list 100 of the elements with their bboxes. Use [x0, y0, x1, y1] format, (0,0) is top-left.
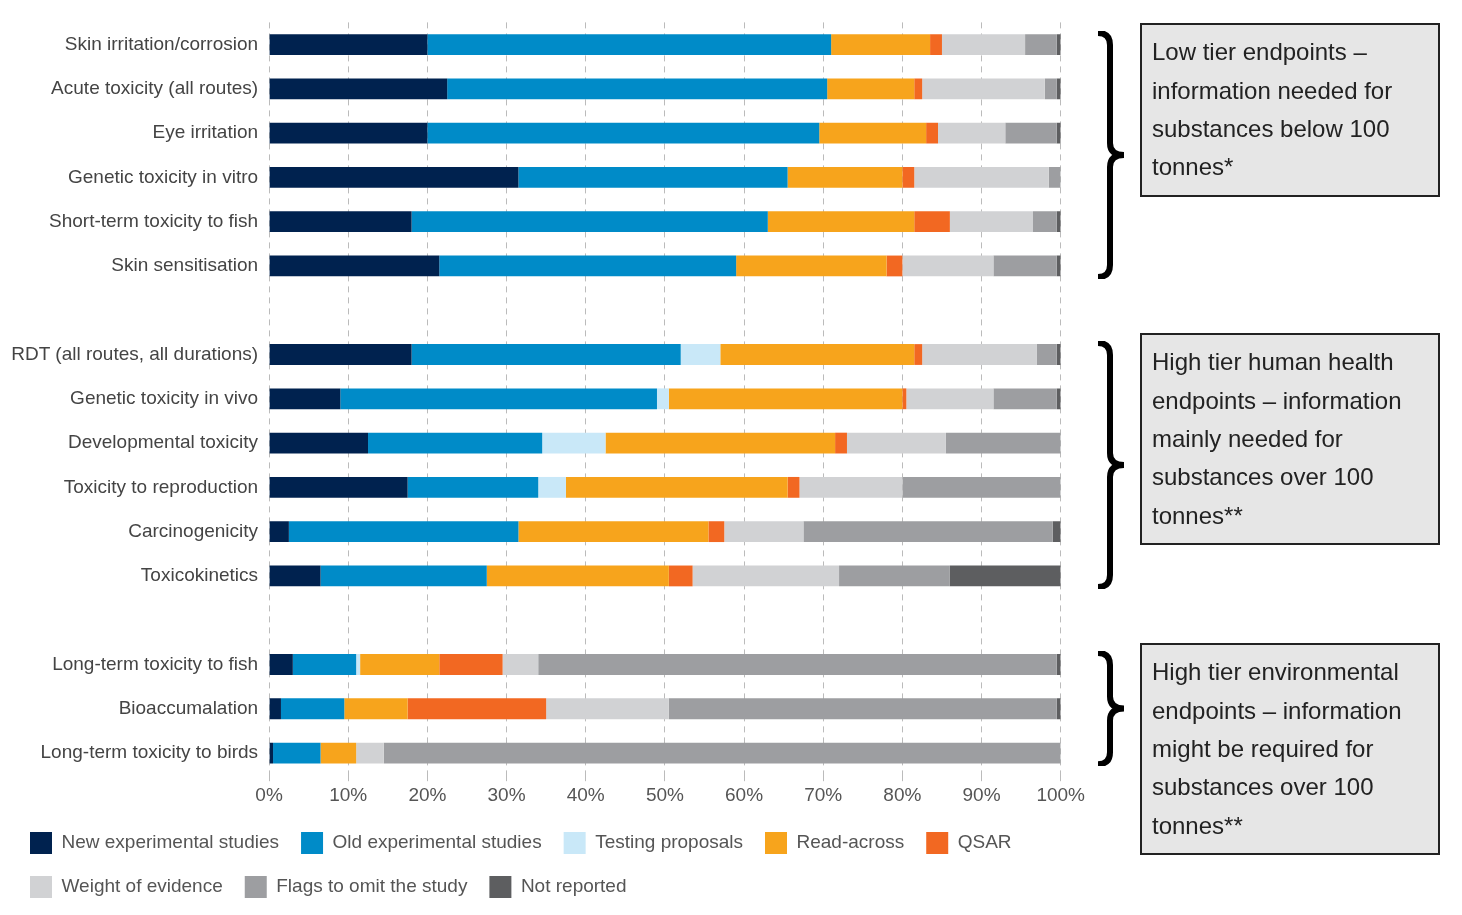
x-tick-label: 80% [883, 783, 922, 805]
bar [280, 698, 345, 720]
bar [439, 255, 737, 277]
bar [518, 521, 709, 543]
bar [269, 78, 448, 100]
bar [356, 654, 361, 675]
bar [941, 34, 1026, 55]
y-tick-label: Carcinogenicity [128, 519, 259, 541]
bar [767, 211, 915, 233]
y-tick-label: Skin irritation/corrosion [64, 32, 259, 54]
bar [708, 521, 725, 543]
bar [542, 432, 606, 454]
bar [787, 166, 903, 188]
bar [1005, 122, 1057, 144]
bar [546, 698, 669, 720]
bar [827, 78, 915, 100]
bar [668, 698, 1057, 720]
bar [938, 122, 1006, 144]
legend-label: New experimental studies [61, 831, 280, 853]
bar [736, 255, 887, 277]
bar [320, 742, 357, 764]
bar [914, 78, 923, 100]
bar [407, 476, 539, 498]
legend-label: Old experimental studies [332, 831, 542, 853]
bar [502, 654, 539, 675]
bar [605, 432, 836, 454]
bar [1036, 344, 1057, 365]
bar [439, 654, 503, 675]
bar [565, 476, 788, 498]
bar [269, 654, 293, 675]
bar [945, 432, 1061, 454]
bar [949, 565, 1061, 587]
x-tick-label: 60% [725, 783, 764, 805]
bar [269, 255, 440, 277]
bar [724, 521, 804, 543]
y-tick-label: Skin sensitisation [111, 254, 259, 276]
bar [922, 78, 1045, 100]
bar [902, 166, 915, 188]
bar [407, 698, 547, 720]
bar [518, 166, 788, 188]
x-tick-label: 30% [487, 783, 526, 805]
bar [993, 255, 1057, 277]
x-tick-label: 90% [962, 783, 1001, 805]
bar [427, 34, 832, 55]
bar [902, 255, 994, 277]
bar [1033, 211, 1057, 233]
bar [914, 211, 950, 233]
x-tick-label: 0% [255, 783, 283, 805]
bar [799, 476, 903, 498]
bar [914, 344, 923, 365]
bar [320, 565, 487, 587]
bar [269, 34, 428, 55]
x-tick-label: 70% [804, 783, 843, 805]
bar [356, 742, 384, 764]
bar [538, 476, 566, 498]
bar [288, 521, 519, 543]
y-tick-label: Toxicokinetics [140, 564, 259, 586]
y-tick-label: Long-term toxicity to birds [40, 741, 259, 763]
bar [668, 388, 903, 410]
x-tick-label: 20% [408, 783, 447, 805]
bar [993, 388, 1057, 410]
bar [269, 122, 428, 144]
legend-label: Weight of evidence [61, 875, 223, 897]
y-tick-label: Bioaccumalation [118, 697, 259, 719]
bar [819, 122, 927, 144]
y-tick-label: Developmental toxicity [67, 431, 259, 453]
bar [1044, 78, 1057, 100]
bar [360, 654, 440, 675]
bar [787, 476, 800, 498]
text: High tier environmental endpoints – information might be required for substances over 100 tonnes** [1140, 643, 1440, 856]
bar [839, 565, 950, 587]
bar [846, 432, 946, 454]
bar [656, 388, 669, 410]
y-tick-label: Eye irritation [152, 121, 259, 143]
bar [949, 211, 1033, 233]
bar [269, 698, 281, 720]
text: Low tier endpoints – information needed for substances below 100 tonnes* [1140, 23, 1440, 197]
bar [344, 698, 408, 720]
bar [1025, 34, 1057, 55]
bar [292, 654, 357, 675]
bar [269, 211, 412, 233]
x-tick-label: 10% [329, 783, 368, 805]
legend-label: Flags to omit the study [276, 875, 468, 897]
bar [680, 344, 721, 365]
bar [269, 166, 519, 188]
bar [902, 388, 907, 410]
y-tick-label: Toxicity to reproduction [63, 475, 259, 497]
bar [831, 34, 931, 55]
bar [914, 166, 1049, 188]
legend-label: Read-across [796, 831, 905, 853]
bar [1048, 166, 1061, 188]
y-tick-label: Short-term toxicity to fish [49, 209, 259, 231]
legend-label: Not reported [520, 875, 627, 897]
bar [486, 565, 669, 587]
x-tick-label: 40% [566, 783, 605, 805]
bar [886, 255, 903, 277]
bar [926, 122, 938, 144]
bar [273, 742, 321, 764]
bar [383, 742, 1061, 764]
y-tick-label: Long-term toxicity to fish [52, 652, 259, 674]
